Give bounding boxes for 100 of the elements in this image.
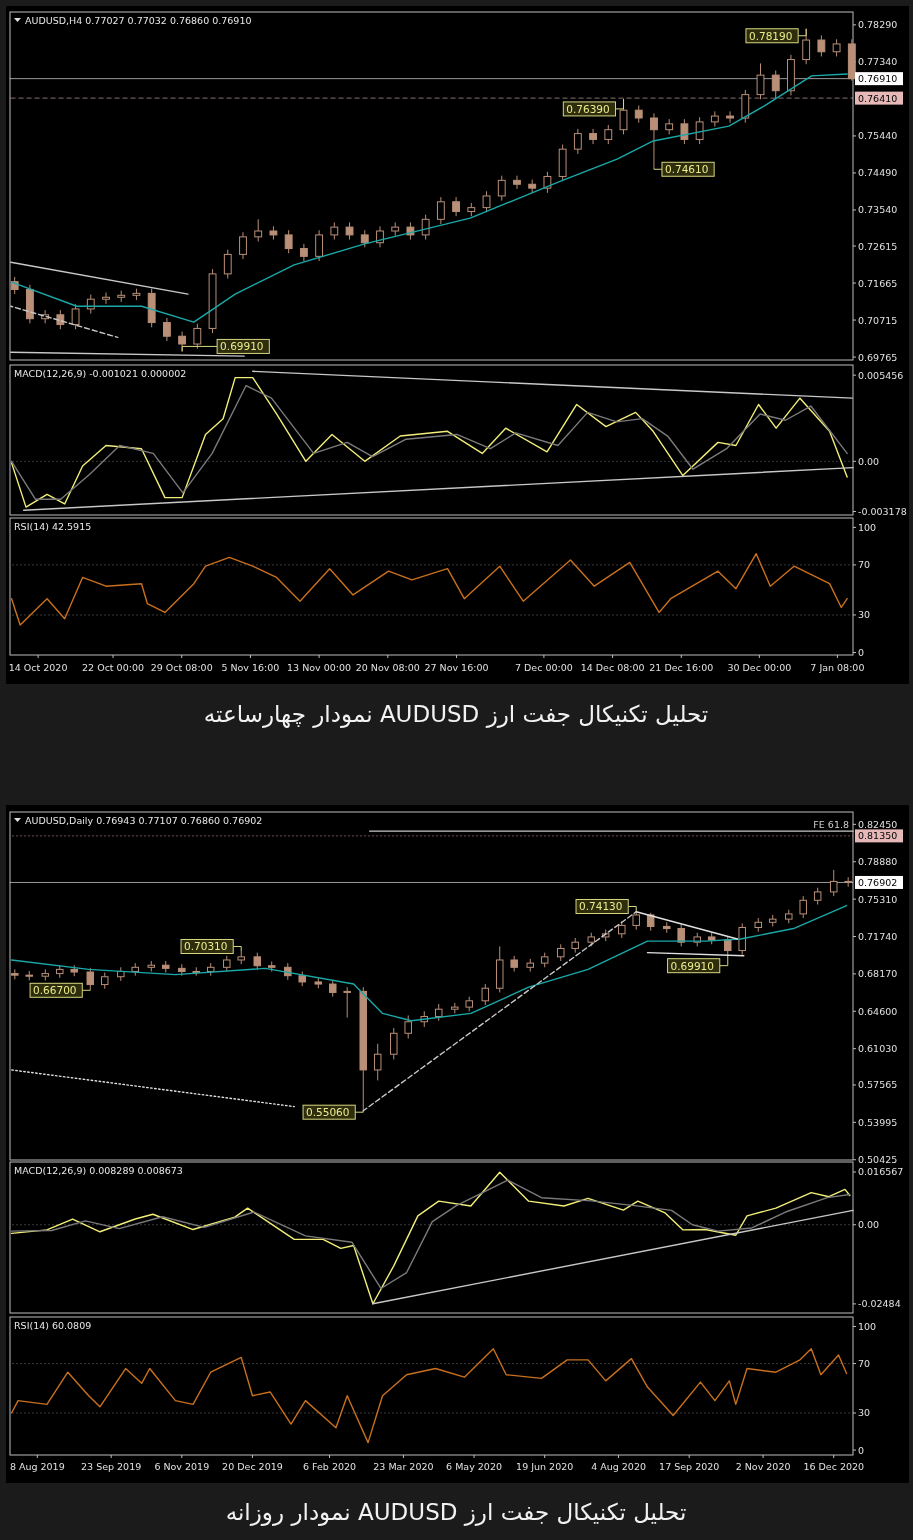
note: 0.69910	[667, 955, 729, 974]
candlestick	[829, 869, 838, 897]
line-series	[10, 552, 848, 626]
y-tick-label: 0.78880	[858, 856, 898, 868]
y-tick-label: 0.70715	[858, 314, 898, 326]
x-tick-label: 16 Dec 2020	[803, 1461, 865, 1472]
y-tick-label: 0.71665	[858, 277, 898, 289]
text: تحلیل تکنیکال جفت ارز AUDUSD نمودار چهارساعته	[203, 701, 709, 728]
candlestick	[497, 175, 506, 202]
candlestick	[543, 171, 552, 194]
candlestick	[436, 196, 445, 225]
x-tick-label: 30 Dec 00:00	[727, 662, 792, 673]
candlestick	[239, 231, 247, 260]
y-tick-label: 0.005456	[858, 369, 904, 381]
note: 0.55060	[302, 1104, 364, 1120]
x-tick-label: 6 May 2020	[446, 1461, 502, 1472]
note: 0.76390	[562, 98, 624, 117]
candlestick	[799, 895, 807, 919]
candlestick	[604, 124, 613, 145]
y-tick-label: 0.68170	[858, 968, 898, 980]
y-tick-label: 0.74490	[858, 167, 898, 179]
candlestick	[315, 229, 324, 262]
y-tick-label: 0	[858, 1444, 865, 1456]
ref-line-label: 0.76910	[858, 73, 898, 85]
x-tick-label: 22 Oct 00:00	[82, 662, 144, 673]
y-tick-label: 0.016567	[858, 1166, 904, 1178]
note: 0.74610	[653, 161, 715, 177]
candlestick	[299, 243, 308, 262]
annotation: 0.74610	[664, 163, 709, 176]
candlestick	[86, 967, 95, 990]
y-tick-label: -0.003178	[858, 505, 907, 517]
x-tick-label: 5 Nov 16:00	[221, 662, 280, 673]
y-tick-label: 30	[858, 1407, 871, 1419]
candlestick	[223, 249, 232, 280]
annotation: 0.76390	[566, 102, 610, 115]
x-tick-label: 4 Aug 2020	[591, 1461, 646, 1472]
x-tick-label: 20 Dec 2019	[222, 1461, 283, 1472]
candlestick	[373, 1043, 382, 1081]
y-tick-label: 0.82450	[858, 818, 898, 830]
y-tick-label: 100	[858, 521, 877, 533]
y-tick-label: -0.02484	[858, 1298, 901, 1310]
candlestick	[102, 292, 110, 305]
y-tick-label: 0.64600	[858, 1005, 898, 1017]
candlestick	[724, 935, 732, 957]
candlestick	[452, 196, 461, 217]
y-tick-label: 0.72615	[858, 240, 898, 252]
candlestick	[695, 116, 704, 145]
ref-line-label: 0.76902	[858, 876, 898, 888]
ref-line-label: 0.81350	[858, 830, 898, 842]
y-tick-label: 70	[858, 1358, 871, 1370]
annotation: 0.70310	[184, 940, 228, 953]
candlestick	[513, 175, 521, 190]
text: تحلیل تکنیکال جفت ارز AUDUSD نمودار روزانه	[225, 1499, 687, 1526]
chart-title: AUDUSD,H4 0.77027 0.77032 0.76860 0.76910	[25, 15, 252, 26]
note: 0.78190	[745, 28, 807, 44]
x-tick-label: 7 Jan 08:00	[810, 662, 865, 673]
x-tick-label: 6 Nov 2019	[154, 1461, 210, 1472]
y-tick-label: 0.00	[858, 455, 880, 467]
annotation: 0.55060	[306, 1106, 350, 1119]
annotation: 0.74130	[579, 900, 623, 913]
candlestick	[162, 317, 171, 342]
x-tick-label: 23 Mar 2020	[373, 1461, 434, 1472]
candlestick	[56, 309, 65, 330]
candlestick	[680, 118, 689, 145]
chart-title: RSI(14) 60.0809	[14, 1320, 92, 1331]
y-tick-label: 0.00	[858, 1219, 880, 1231]
candlestick	[741, 89, 750, 124]
candlestick	[284, 229, 293, 254]
y-tick-label: 0.69765	[858, 351, 898, 363]
note: 0.74130	[575, 899, 637, 914]
note: 0.66700	[29, 982, 91, 998]
note: 0.69910	[181, 338, 270, 354]
candlestick	[193, 323, 202, 350]
x-tick-label: 29 Oct 08:00	[150, 662, 213, 673]
candlestick	[390, 1027, 398, 1060]
candlestick	[482, 190, 491, 213]
candlestick	[771, 69, 780, 100]
candlestick	[589, 128, 597, 145]
candlestick	[817, 34, 826, 57]
annotation: 0.69910	[670, 959, 714, 972]
y-tick-label: 0.57565	[858, 1079, 898, 1091]
candlestick	[481, 983, 490, 1006]
x-tick-label: 13 Nov 00:00	[287, 662, 352, 673]
candlestick	[343, 986, 351, 1019]
x-tick-label: 8 Aug 2019	[9, 1461, 65, 1472]
x-tick-label: 19 Jun 2020	[516, 1461, 574, 1472]
chart-title: MACD(12,26,9) -0.001021 0.000002	[14, 368, 187, 379]
legend-label: FE 61.8	[813, 819, 849, 831]
y-tick-label: 0.75310	[858, 893, 898, 905]
annotation: 0.78190	[748, 29, 793, 42]
y-tick-label: 0.73540	[858, 204, 898, 216]
candlestick	[650, 112, 658, 169]
y-tick-label: 70	[858, 559, 871, 571]
x-tick-label: 20 Nov 08:00	[355, 662, 420, 673]
x-tick-label: 2 Nov 2020	[735, 1461, 791, 1472]
candlestick	[421, 214, 430, 241]
x-tick-label: 17 Sep 2020	[659, 1461, 720, 1472]
candlestick	[71, 303, 80, 330]
candlestick	[756, 62, 765, 100]
y-tick-label: 0.77340	[858, 56, 898, 68]
